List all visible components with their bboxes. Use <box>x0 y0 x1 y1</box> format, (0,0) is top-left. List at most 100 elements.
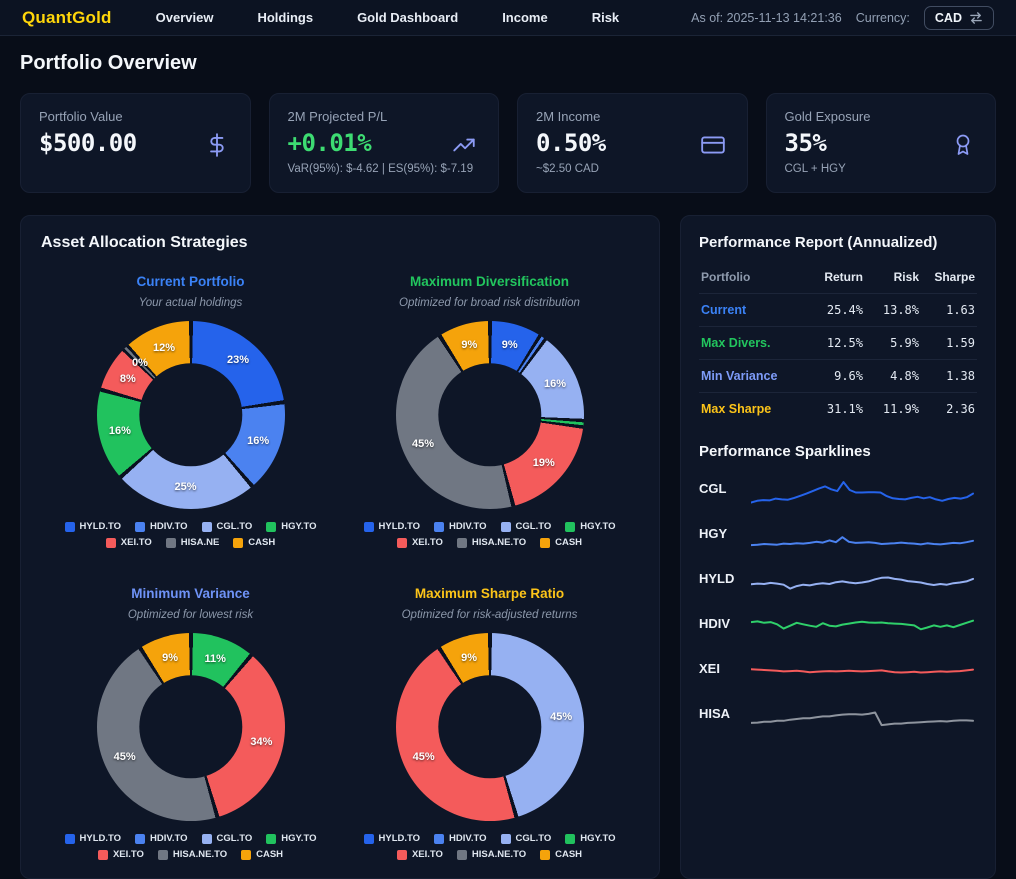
nav-item-overview[interactable]: Overview <box>155 10 214 25</box>
donut-slice-label: 8% <box>119 372 136 385</box>
stat-subtext: ~$2.50 CAD <box>536 163 599 175</box>
legend-item-hisa-ne-to: HISA.NE.TO <box>456 849 526 860</box>
legend-item-hdiv-to: HDIV.TO <box>434 521 487 532</box>
legend-swatch <box>157 849 168 860</box>
table-row-min-variance: Min Variance 9.6% 4.8% 1.38 <box>699 360 977 393</box>
donut-slice-label: 9% <box>162 651 179 664</box>
legend-label: HGY.TO <box>281 833 317 844</box>
legend-label: HDIV.TO <box>449 521 487 532</box>
donut-slice-label: 45% <box>412 751 435 764</box>
donut-hole <box>437 363 542 467</box>
legend-item-hyld-to: HYLD.TO <box>64 833 121 844</box>
stat-value: 0.50% <box>536 129 606 157</box>
legend-item-cash: CASH <box>233 537 275 548</box>
nav-item-risk[interactable]: Risk <box>591 10 620 25</box>
legend-item-hgy-to: HGY.TO <box>266 833 316 844</box>
legend-label: HDIV.TO <box>150 833 188 844</box>
stat-card-projected-pl: 2M Projected P/L +0.01% VaR(95%): $-4.62… <box>268 93 499 193</box>
cell-sharpe: 1.38 <box>946 369 975 383</box>
portfolio-name: Min Variance <box>701 369 778 383</box>
legend-label: CASH <box>555 849 583 860</box>
legend-item-hgy-to: HGY.TO <box>565 833 615 844</box>
legend-swatch <box>456 537 467 548</box>
legend-item-hisa-ne: HISA.NE <box>165 537 219 548</box>
stat-card-income: 2M Income 0.50% ~$2.50 CAD <box>517 93 748 193</box>
cell-risk: 13.8% <box>882 303 919 317</box>
performance-report-title: Performance Report (Annualized) <box>699 234 938 251</box>
currency-label: Currency: <box>855 10 910 25</box>
chart-subtitle: Optimized for risk-adjusted returns <box>401 609 578 621</box>
sparkline-xei <box>751 667 974 673</box>
legend-item-hisa-ne-to: HISA.NE.TO <box>157 849 227 860</box>
legend-label: CASH <box>256 849 284 860</box>
legend-swatch <box>105 537 116 548</box>
legend-item-xei-to: XEI.TO <box>396 537 443 548</box>
sparkline-row-hgy: HGY <box>699 511 977 556</box>
legend-label: XEI.TO <box>112 849 144 860</box>
donut-slice-label: 25% <box>174 481 197 494</box>
cell-risk: 11.9% <box>882 402 919 416</box>
asset-allocation-panel: Asset Allocation Strategies Current Port… <box>20 215 660 879</box>
stat-value: 35% <box>784 129 827 157</box>
legend-item-xei-to: XEI.TO <box>105 537 152 548</box>
nav-item-gold-dashboard[interactable]: Gold Dashboard <box>357 10 459 25</box>
legend-label: HGY.TO <box>580 521 616 532</box>
nav-item-income[interactable]: Income <box>502 10 548 25</box>
stat-subtext: VaR(95%): $-4.62 | ES(95%): $-7.19 <box>287 163 474 175</box>
stat-value: $500.00 <box>39 129 137 157</box>
cell-sharpe: 2.36 <box>946 402 975 416</box>
sparkline-label: HISA <box>699 706 731 721</box>
chart-title: Maximum Sharpe Ratio <box>414 586 565 601</box>
col-return: Return <box>824 270 863 284</box>
sparklines-list: CGL HGY HYLD HDIV XEI HISA <box>699 466 977 736</box>
performance-table-header: Portfolio Return Risk Sharpe <box>699 261 977 294</box>
donut-slice-label: 9% <box>461 651 478 664</box>
stat-value: +0.01% <box>287 129 372 157</box>
trending-up-icon <box>450 132 478 163</box>
portfolio-name: Max Divers. <box>701 336 771 350</box>
legend-label: CGL.TO <box>515 521 552 532</box>
legend-swatch <box>97 849 108 860</box>
performance-panel: Performance Report (Annualized) Portfoli… <box>680 215 996 879</box>
legend-swatch <box>540 537 551 548</box>
legend-label: HDIV.TO <box>150 521 188 532</box>
sparkline-row-hyld: HYLD <box>699 556 977 601</box>
cell-risk: 4.8% <box>890 369 919 383</box>
donut-slice-label: 16% <box>247 434 270 447</box>
donut-ring: 23% 16% 25% 16% 8% 0% 12% <box>96 321 285 509</box>
legend-swatch <box>500 833 511 844</box>
legend-label: HGY.TO <box>281 521 317 532</box>
legend-label: CGL.TO <box>515 833 552 844</box>
legend-item-hgy-to: HGY.TO <box>266 521 316 532</box>
donut-ring: 11% 34% 45% 9% <box>96 633 285 821</box>
cell-return: 12.5% <box>826 336 863 350</box>
sparkline-row-xei: XEI <box>699 646 977 691</box>
sparkline-cgl <box>751 480 974 504</box>
donut-chart-maximum-sharpe-ratio: Maximum Sharpe Ratio Optimized for risk-a… <box>340 574 639 860</box>
donut-hole <box>138 675 243 779</box>
legend-label: HYLD.TO <box>378 833 421 844</box>
currency-button[interactable]: CAD <box>923 5 994 30</box>
legend-swatch <box>396 849 407 860</box>
legend-label: XEI.TO <box>120 537 152 548</box>
col-portfolio: Portfolio <box>701 270 751 284</box>
legend-item-hdiv-to: HDIV.TO <box>135 833 188 844</box>
cell-return: 25.4% <box>826 303 863 317</box>
nav-item-holdings[interactable]: Holdings <box>257 10 314 25</box>
donut-slice-label: 12% <box>153 341 176 354</box>
currency-value: CAD <box>934 10 962 25</box>
donut-ring: 45% 45% 9% <box>395 633 584 821</box>
legend-item-hyld-to: HYLD.TO <box>363 521 421 532</box>
legend-label: HYLD.TO <box>378 521 421 532</box>
legend-swatch <box>266 521 277 532</box>
stat-label: Portfolio Value <box>39 109 123 124</box>
chart-title: Maximum Diversification <box>409 274 570 289</box>
donut-slice-label: 11% <box>204 652 226 665</box>
stat-card-gold-exposure: Gold Exposure 35% CGL + HGY <box>765 93 996 193</box>
cell-risk: 5.9% <box>890 336 919 350</box>
legend-swatch <box>363 521 374 532</box>
legend-item-cgl-to: CGL.TO <box>500 833 552 844</box>
legend-item-hisa-ne-to: HISA.NE.TO <box>456 537 526 548</box>
legend-item-xei-to: XEI.TO <box>97 849 144 860</box>
donut-slice-label: 9% <box>461 339 478 352</box>
